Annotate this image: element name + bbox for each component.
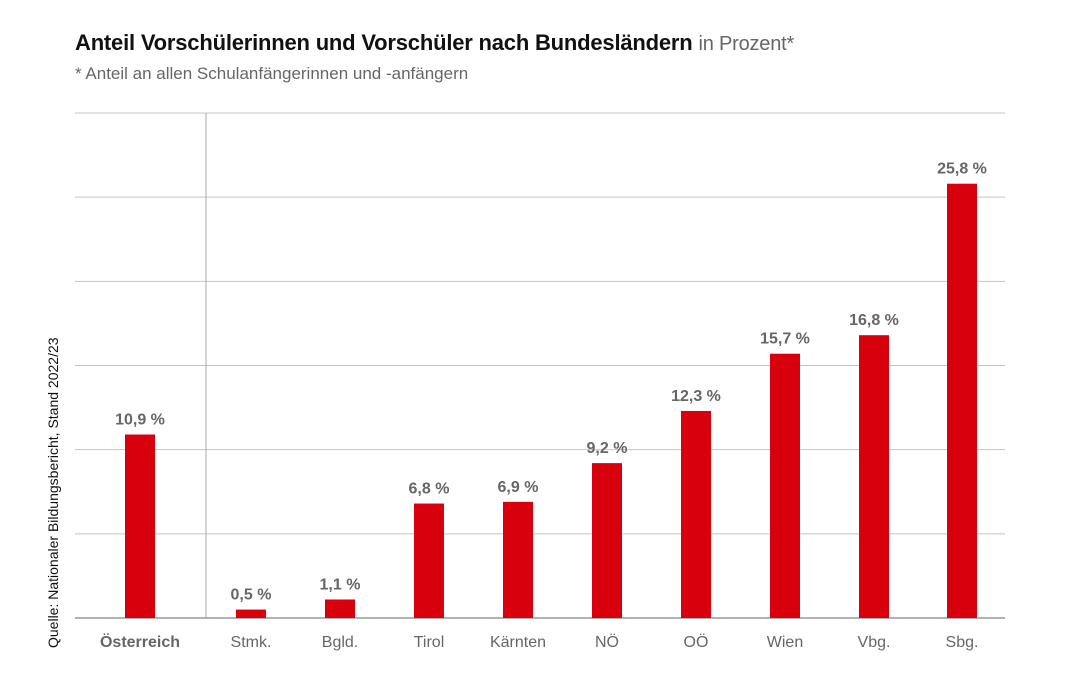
data-label: 0,5 % <box>231 587 272 604</box>
bar <box>236 609 266 618</box>
data-label: 25,8 % <box>937 161 987 178</box>
category-label: Bgld. <box>322 634 358 651</box>
bar <box>770 353 800 618</box>
category-label: Österreich <box>100 632 180 651</box>
data-label: 10,9 % <box>115 412 165 429</box>
bar <box>325 599 355 618</box>
data-label: 1,1 % <box>320 576 361 593</box>
bar <box>681 410 711 618</box>
bar <box>592 463 622 618</box>
category-label: Vbg. <box>858 634 891 651</box>
bar <box>503 501 533 618</box>
data-label: 9,2 % <box>587 440 628 457</box>
title-text: Anteil Vorschülerinnen und Vorschüler na… <box>75 30 693 55</box>
category-label: Tirol <box>414 634 445 651</box>
bar <box>947 183 977 618</box>
chart-title: Anteil Vorschülerinnen und Vorschüler na… <box>75 30 794 56</box>
category-label: Wien <box>767 634 803 651</box>
bar <box>125 434 155 618</box>
category-label: OÖ <box>684 633 709 651</box>
category-label: Sbg. <box>946 634 979 651</box>
category-label: NÖ <box>595 633 619 651</box>
chart-subtitle: * Anteil an allen Schulanfängerinnen und… <box>75 64 469 83</box>
data-label: 6,8 % <box>409 481 450 498</box>
category-label: Stmk. <box>231 634 272 651</box>
data-label: 16,8 % <box>849 312 899 329</box>
category-label: Kärnten <box>490 634 546 651</box>
data-label: 6,9 % <box>498 479 539 496</box>
data-label: 15,7 % <box>760 331 810 348</box>
data-label: 12,3 % <box>671 388 721 405</box>
title-unit: in Prozent* <box>698 33 795 55</box>
bar <box>859 335 889 618</box>
bar <box>414 503 444 618</box>
